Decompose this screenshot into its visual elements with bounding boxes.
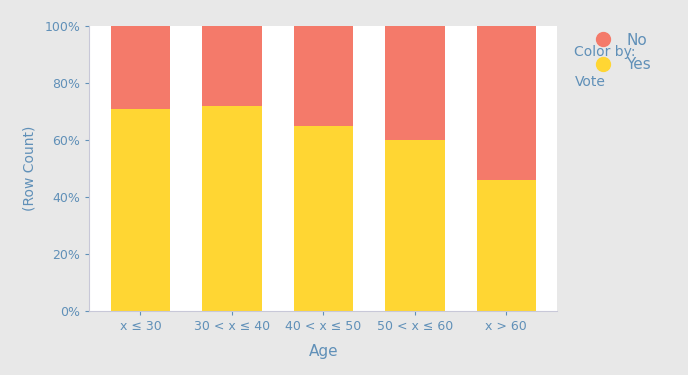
- Bar: [111, 109, 170, 311]
- Bar: [294, 26, 353, 126]
- Bar: [477, 26, 536, 180]
- Legend: No, Yes: No, Yes: [583, 28, 656, 76]
- Bar: [385, 26, 444, 140]
- Bar: [202, 106, 261, 311]
- Bar: [477, 180, 536, 311]
- Bar: [294, 126, 353, 311]
- Text: Color by:: Color by:: [574, 45, 636, 59]
- X-axis label: Age: Age: [308, 344, 338, 359]
- Bar: [111, 26, 170, 109]
- Text: Vote: Vote: [574, 75, 605, 89]
- Bar: [202, 26, 261, 106]
- Bar: [385, 140, 444, 311]
- Y-axis label: (Row Count): (Row Count): [22, 126, 36, 212]
